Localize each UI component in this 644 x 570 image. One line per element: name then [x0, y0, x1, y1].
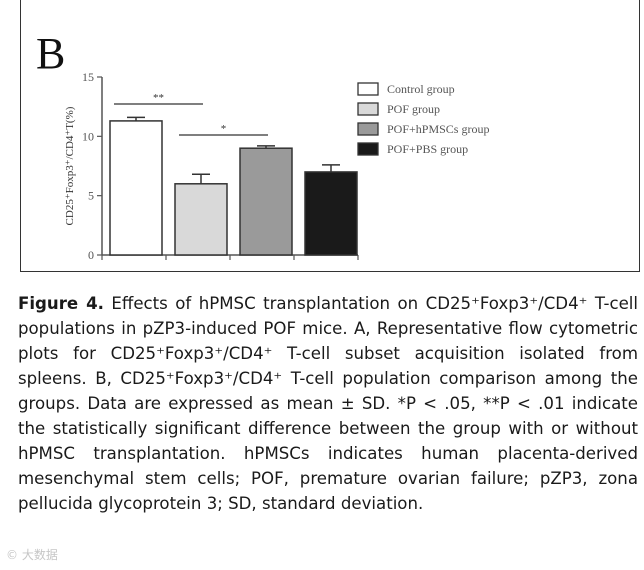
- figure-number: Figure 4.: [18, 294, 104, 313]
- bar: [109, 120, 163, 256]
- y-tick-label: 10: [82, 129, 94, 143]
- bar: [304, 171, 358, 256]
- figure-caption: Figure 4. Effects of hPMSC transplantati…: [18, 291, 638, 516]
- watermark: © 大数据: [6, 548, 58, 562]
- legend-swatch: [357, 142, 379, 156]
- y-axis-label: CD25⁺Foxp3⁺/CD4⁺T(%): [64, 106, 76, 225]
- bar: [174, 183, 228, 256]
- legend-label: Control group: [387, 82, 455, 96]
- panel-label: B: [36, 29, 66, 78]
- legend-swatch: [357, 122, 379, 136]
- legend-swatch: [357, 102, 379, 116]
- legend-label: POF+PBS group: [387, 142, 468, 156]
- legend-swatch: [357, 82, 379, 96]
- significance-label: **: [153, 92, 164, 104]
- bar: [239, 147, 293, 256]
- y-tick-label: 15: [82, 70, 94, 84]
- y-tick-label: 5: [88, 189, 94, 203]
- caption-text: Effects of hPMSC transplantation on CD25…: [18, 294, 638, 513]
- legend-label: POF group: [387, 102, 440, 116]
- legend-label: POF+hPMSCs group: [387, 122, 489, 136]
- y-tick-label: 0: [88, 248, 94, 262]
- significance-label: *: [221, 123, 227, 135]
